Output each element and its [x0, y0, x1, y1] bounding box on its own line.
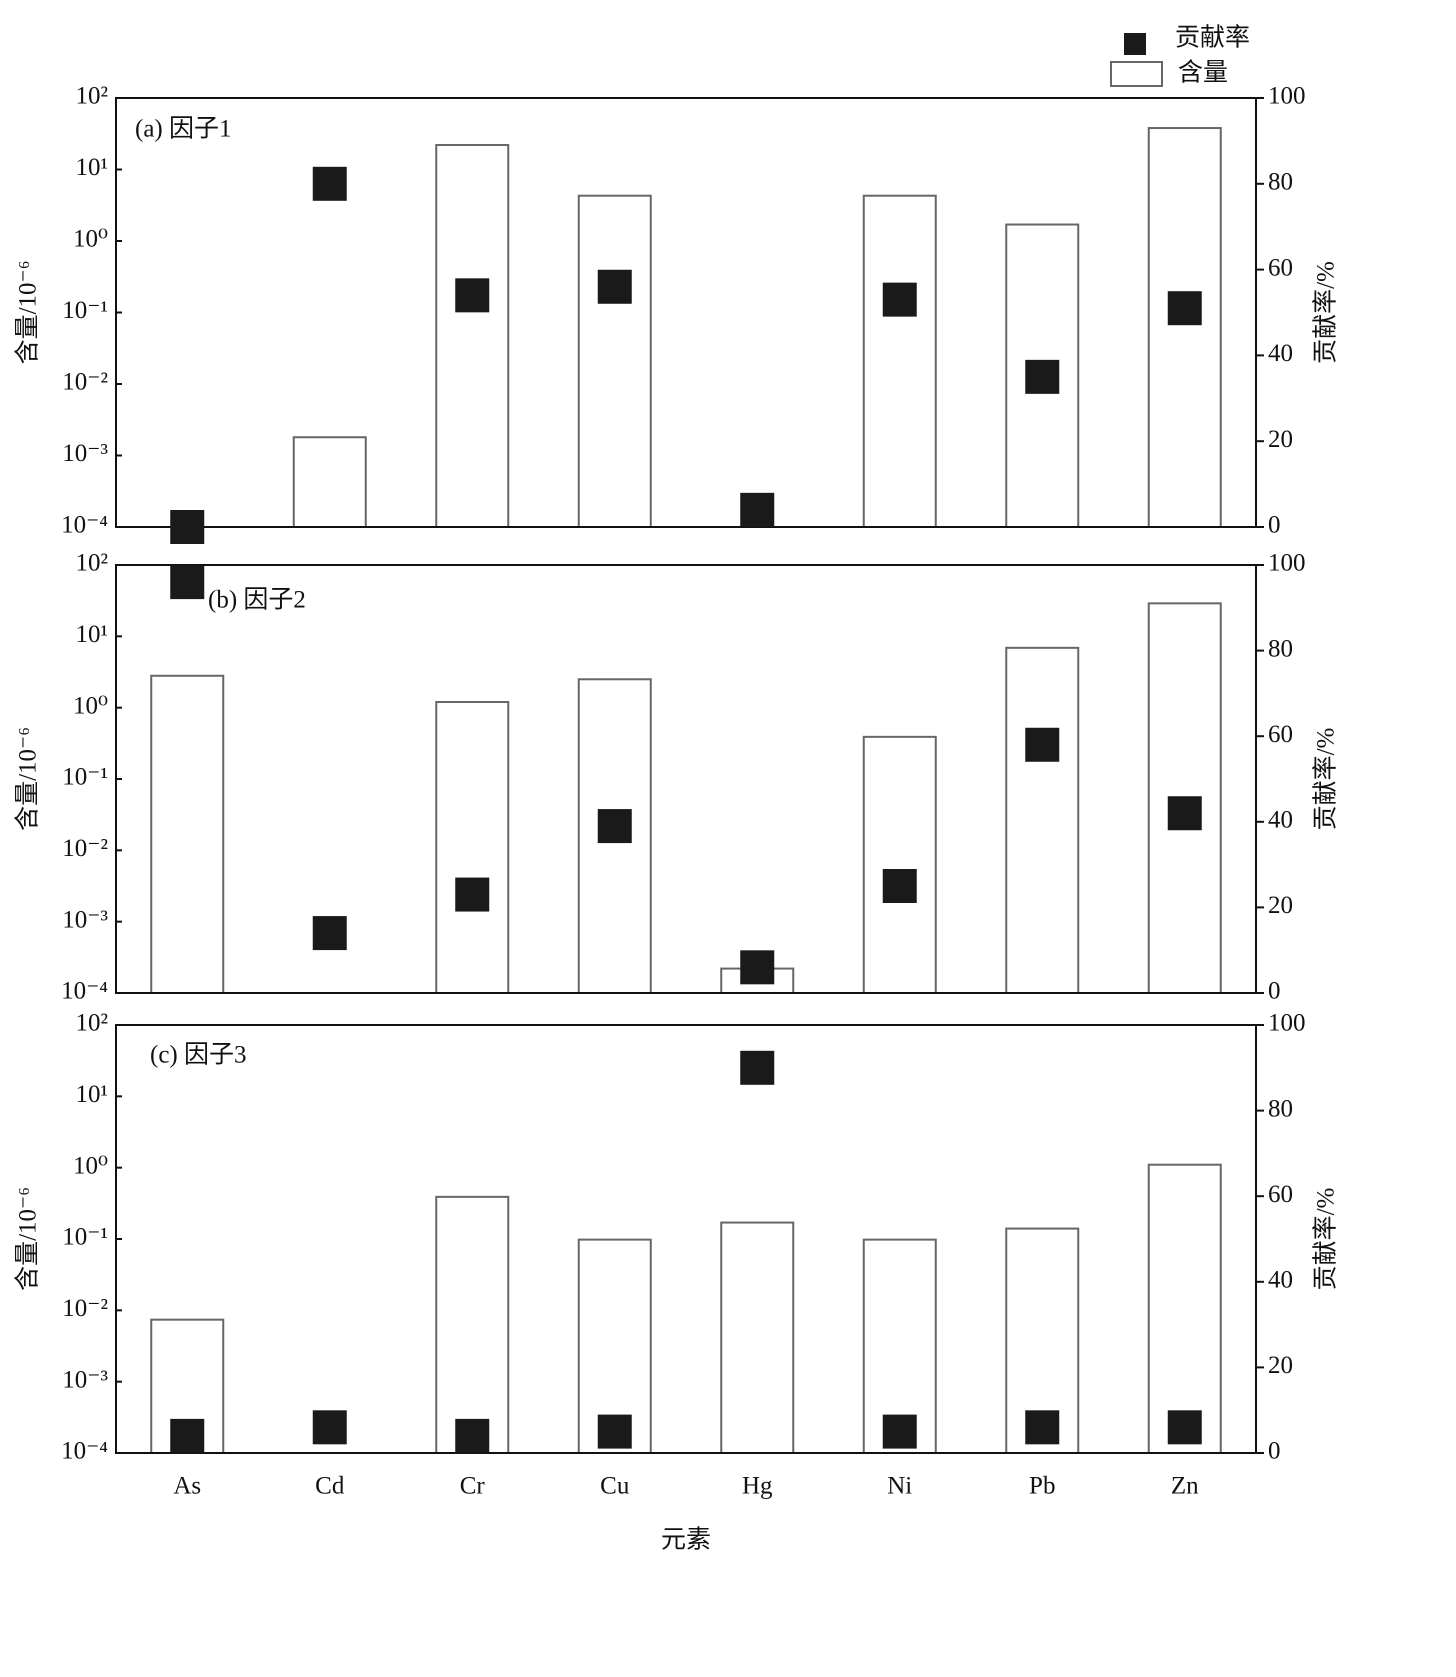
bar: [435, 701, 510, 995]
marker: [170, 1418, 205, 1453]
bar: [1005, 646, 1080, 994]
marker: [312, 166, 347, 201]
y-tick-label: 10⁻³: [62, 440, 108, 467]
y-tick-label: 10⁻²: [62, 1295, 108, 1322]
marker: [1167, 796, 1202, 831]
marker: [170, 565, 205, 600]
bar: [150, 674, 225, 995]
y-tick-label: 10⁻¹: [62, 764, 108, 791]
y-tick-label: 10⁻⁴: [61, 1438, 108, 1465]
x-tick-label: Cr: [460, 1473, 486, 1500]
marker: [312, 916, 347, 951]
y2-tick-label: 0: [1268, 978, 1281, 1005]
y-axis-label: 含量/10⁻⁶: [14, 727, 42, 831]
marker: [597, 269, 632, 304]
y2-tick-label: 40: [1268, 1267, 1293, 1294]
panel-title: (c) 因子3: [150, 1042, 247, 1069]
y2-tick-label: 20: [1268, 1352, 1293, 1379]
marker: [1025, 727, 1060, 762]
y2-tick-label: 100: [1268, 1010, 1306, 1037]
legend-label: 含量: [1178, 59, 1228, 87]
y2-tick-label: 100: [1268, 550, 1306, 577]
y2-tick-label: 40: [1268, 807, 1293, 834]
x-tick-label: Zn: [1171, 1473, 1199, 1500]
marker: [882, 1414, 917, 1449]
y2-tick-label: 0: [1268, 512, 1281, 539]
y-tick-label: 10²: [76, 83, 109, 110]
y2-tick-label: 60: [1268, 254, 1293, 281]
y2-tick-label: 60: [1268, 721, 1293, 748]
marker: [740, 1050, 775, 1085]
marker: [1025, 359, 1060, 394]
y-tick-label: 10⁻²: [62, 835, 108, 862]
x-tick-label: Cu: [600, 1473, 630, 1500]
y2-tick-label: 0: [1268, 1438, 1281, 1465]
y2-axis-label: 贡献率/%: [1312, 728, 1340, 831]
legend-marker: [1110, 61, 1163, 87]
marker: [1167, 291, 1202, 326]
marker: [170, 510, 205, 544]
y-tick-label: 10⁻²: [62, 369, 108, 396]
bar: [862, 194, 937, 528]
bar: [435, 144, 510, 528]
bar: [292, 436, 367, 528]
bar: [1147, 602, 1222, 994]
marker: [597, 809, 632, 844]
marker: [882, 869, 917, 903]
y-tick-label: 10⁻³: [62, 906, 108, 933]
bar: [720, 1221, 795, 1454]
marker: [1025, 1410, 1060, 1445]
y2-axis-label: 贡献率/%: [1312, 261, 1340, 364]
y-tick-label: 10¹: [76, 1081, 109, 1108]
bar: [435, 1195, 510, 1454]
y2-tick-label: 80: [1268, 635, 1293, 662]
y-axis-label: 含量/10⁻⁶: [14, 261, 42, 365]
marker: [882, 282, 917, 317]
legend-label: 贡献率: [1175, 24, 1250, 52]
y2-tick-label: 100: [1268, 83, 1306, 110]
y2-tick-label: 20: [1268, 426, 1293, 453]
y-tick-label: 10⁻¹: [62, 297, 108, 324]
y2-axis-label: 贡献率/%: [1312, 1188, 1340, 1291]
y-tick-label: 10²: [76, 550, 109, 577]
y-tick-label: 10²: [76, 1010, 109, 1037]
x-tick-label: Ni: [887, 1473, 912, 1500]
y-tick-label: 10¹: [76, 154, 109, 181]
y-tick-label: 10⁰: [73, 1152, 108, 1179]
marker: [597, 1414, 632, 1449]
y-tick-label: 10⁻⁴: [61, 512, 108, 539]
y-tick-label: 10⁻¹: [62, 1224, 108, 1251]
y2-tick-label: 60: [1268, 1181, 1293, 1208]
x-tick-label: Cd: [315, 1473, 345, 1500]
marker: [740, 950, 775, 985]
panel-title: (a) 因子1: [135, 116, 232, 143]
marker: [312, 1410, 347, 1445]
panel-title: (b) 因子2: [208, 587, 306, 614]
y-tick-label: 10⁰: [73, 226, 108, 253]
y-tick-label: 10⁻⁴: [61, 978, 108, 1005]
marker: [455, 877, 490, 912]
y-tick-label: 10⁻³: [62, 1366, 108, 1393]
y2-tick-label: 40: [1268, 340, 1293, 367]
x-tick-label: As: [173, 1473, 201, 1500]
marker: [455, 278, 490, 313]
x-tick-label: Hg: [742, 1473, 773, 1500]
bar: [1147, 1163, 1222, 1454]
marker: [455, 1418, 490, 1453]
y2-tick-label: 20: [1268, 892, 1293, 919]
bar: [1147, 127, 1222, 528]
y-axis-label: 含量/10⁻⁶: [14, 1187, 42, 1291]
legend-marker: [1124, 33, 1146, 55]
y-tick-label: 10⁰: [73, 692, 108, 719]
x-tick-label: Pb: [1029, 1473, 1055, 1500]
bar: [862, 735, 937, 994]
y-tick-label: 10¹: [76, 621, 109, 648]
y2-tick-label: 80: [1268, 1095, 1293, 1122]
x-axis-label: 元素: [661, 1526, 711, 1554]
marker: [1167, 1410, 1202, 1445]
marker: [740, 492, 775, 527]
y2-tick-label: 80: [1268, 169, 1293, 196]
bar: [577, 194, 652, 528]
